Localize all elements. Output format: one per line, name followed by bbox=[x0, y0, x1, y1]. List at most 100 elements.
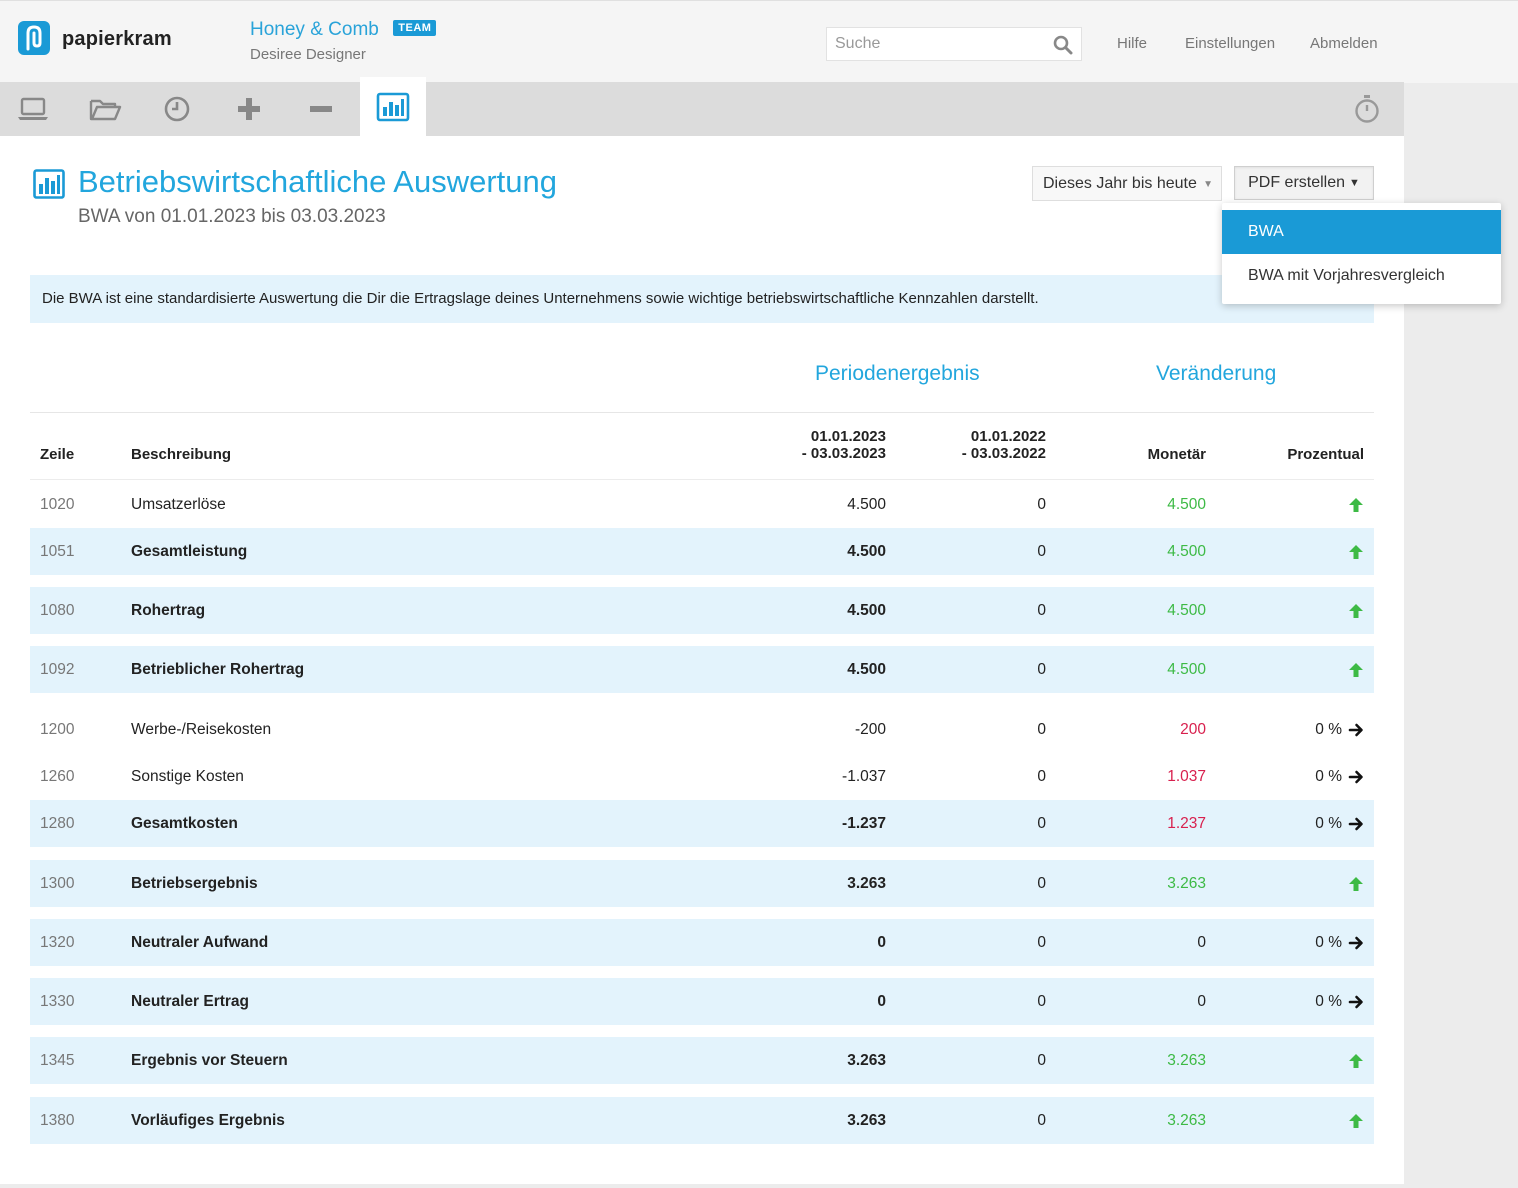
company-name[interactable]: Honey & Comb bbox=[250, 19, 379, 40]
laptop-icon bbox=[18, 97, 48, 120]
period-select[interactable]: Dieses Jahr bis heute ▼ bbox=[1032, 166, 1222, 201]
col-header-beschreibung: Beschreibung bbox=[131, 446, 232, 463]
row-percent-change bbox=[1342, 528, 1364, 575]
folder-icon bbox=[89, 99, 122, 121]
table-row: 1330 Neutraler Ertrag 0 0 0 0 % bbox=[30, 978, 1374, 1025]
row-description: Gesamtleistung bbox=[131, 543, 248, 560]
row-value-previous: 0 bbox=[1037, 934, 1046, 951]
row-value-current: 0 bbox=[877, 993, 886, 1010]
arrow-right-icon bbox=[1348, 723, 1363, 736]
row-zeile: 1051 bbox=[40, 543, 75, 560]
row-percent-change bbox=[1342, 587, 1364, 634]
chart-icon bbox=[376, 92, 410, 121]
dropdown-option-bwa[interactable]: BWA bbox=[1222, 210, 1501, 254]
paperclip-logo-icon bbox=[18, 21, 50, 55]
row-percent-change bbox=[1342, 1037, 1364, 1084]
col-header-period-previous: 01.01.2022 - 03.03.2022 bbox=[962, 428, 1046, 462]
row-percent: 0 % bbox=[1315, 815, 1342, 832]
row-value-current: 0 bbox=[877, 934, 886, 951]
row-value-previous: 0 bbox=[1037, 661, 1046, 678]
row-value-current: 4.500 bbox=[847, 496, 886, 513]
page-subtitle: BWA von 01.01.2023 bis 03.03.2023 bbox=[78, 206, 386, 227]
nav-income[interactable] bbox=[216, 82, 282, 136]
row-description: Gesamtkosten bbox=[131, 815, 238, 832]
company-info: Honey & Comb TEAM Desiree Designer bbox=[250, 19, 437, 63]
row-value-previous: 0 bbox=[1037, 1112, 1046, 1129]
pdf-dropdown-menu: BWA BWA mit Vorjahresvergleich bbox=[1222, 203, 1501, 304]
table-row: 1260 Sonstige Kosten -1.037 0 1.037 0 % bbox=[30, 753, 1374, 800]
col-header-period-current-start: 01.01.2023 bbox=[810, 428, 886, 445]
logo[interactable]: papierkram bbox=[16, 19, 172, 59]
row-description: Sonstige Kosten bbox=[131, 768, 244, 785]
row-description: Umsatzerlöse bbox=[131, 496, 226, 513]
table-row: 1345 Ergebnis vor Steuern 3.263 0 3.263 bbox=[30, 1037, 1374, 1084]
arrow-right-icon bbox=[1348, 995, 1363, 1008]
row-value-current: 4.500 bbox=[847, 543, 886, 560]
row-value-previous: 0 bbox=[1037, 602, 1046, 619]
caret-down-icon: ▼ bbox=[1349, 177, 1360, 189]
row-value-current: 3.263 bbox=[847, 1052, 886, 1069]
group-header-period: Periodenergebnis bbox=[815, 362, 980, 385]
settings-link[interactable]: Einstellungen bbox=[1185, 35, 1276, 52]
table-row: 1080 Rohertrag 4.500 0 4.500 bbox=[30, 587, 1374, 634]
row-value-change: 200 bbox=[1180, 721, 1206, 738]
row-value-current: -1.237 bbox=[842, 815, 886, 832]
arrow-up-icon bbox=[1349, 1113, 1363, 1128]
nav-dashboard[interactable] bbox=[0, 82, 66, 136]
col-header-period-current-end: - 03.03.2023 bbox=[801, 445, 886, 462]
row-zeile: 1380 bbox=[40, 1112, 75, 1129]
pdf-button-label: PDF erstellen bbox=[1248, 174, 1346, 191]
row-value-change: 0 bbox=[1197, 993, 1206, 1010]
row-percent: 0 % bbox=[1315, 721, 1342, 738]
row-description: Ergebnis vor Steuern bbox=[131, 1052, 288, 1069]
nav-reports[interactable] bbox=[360, 77, 426, 136]
select-caret-icon: ▼ bbox=[1203, 179, 1213, 190]
info-box: Die BWA ist eine standardisierte Auswert… bbox=[30, 275, 1374, 323]
pdf-create-button[interactable]: PDF erstellen ▼ bbox=[1234, 166, 1374, 200]
row-percent-change: 0 % bbox=[1315, 753, 1364, 800]
row-value-previous: 0 bbox=[1037, 993, 1046, 1010]
row-value-previous: 0 bbox=[1037, 721, 1046, 738]
dropdown-option-bwa-vorjahr[interactable]: BWA mit Vorjahresvergleich bbox=[1248, 267, 1445, 284]
row-zeile: 1092 bbox=[40, 661, 75, 678]
header-divider bbox=[30, 479, 1374, 480]
arrow-up-icon bbox=[1349, 662, 1363, 677]
row-value-previous: 0 bbox=[1037, 543, 1046, 560]
nav-time[interactable] bbox=[144, 82, 210, 136]
row-description: Betriebsergebnis bbox=[131, 875, 258, 892]
search-icon[interactable] bbox=[1053, 35, 1073, 55]
row-value-change: 4.500 bbox=[1167, 661, 1206, 678]
page-title: Betriebswirtschaftliche Auswertung bbox=[78, 164, 558, 199]
stopwatch-icon bbox=[1355, 95, 1379, 123]
row-description: Neutraler Ertrag bbox=[131, 993, 250, 1010]
arrow-up-icon bbox=[1349, 603, 1363, 618]
top-bar: papierkram Honey & Comb TEAM Desiree Des… bbox=[0, 0, 1518, 83]
group-header-change: Veränderung bbox=[1156, 362, 1277, 385]
row-percent: 0 % bbox=[1315, 768, 1342, 785]
main-nav bbox=[0, 77, 1404, 136]
report-chart-icon bbox=[33, 169, 65, 199]
divider bbox=[30, 412, 1374, 413]
period-select-value: Dieses Jahr bis heute bbox=[1043, 175, 1197, 192]
row-zeile: 1300 bbox=[40, 875, 75, 892]
row-percent: 0 % bbox=[1315, 993, 1342, 1010]
logout-link[interactable]: Abmelden bbox=[1310, 35, 1378, 52]
nav-projects[interactable] bbox=[72, 82, 138, 136]
row-description: Neutraler Aufwand bbox=[131, 934, 269, 951]
nav-expenses[interactable] bbox=[288, 82, 354, 136]
row-percent-change: 0 % bbox=[1315, 800, 1364, 847]
row-value-current: 4.500 bbox=[847, 661, 886, 678]
table-row: 1200 Werbe-/Reisekosten -200 0 200 0 % bbox=[30, 706, 1374, 753]
row-value-change: 3.263 bbox=[1167, 1052, 1206, 1069]
row-description: Rohertrag bbox=[131, 602, 206, 619]
table-row: 1092 Betrieblicher Rohertrag 4.500 0 4.500 bbox=[30, 646, 1374, 693]
row-zeile: 1200 bbox=[40, 721, 75, 738]
row-percent-change: 0 % bbox=[1315, 706, 1364, 753]
help-link[interactable]: Hilfe bbox=[1117, 35, 1148, 52]
row-value-previous: 0 bbox=[1037, 815, 1046, 832]
col-header-period-previous-start: 01.01.2022 bbox=[970, 428, 1046, 445]
row-value-current: 3.263 bbox=[847, 875, 886, 892]
nav-timer[interactable] bbox=[1334, 82, 1400, 136]
search-input[interactable] bbox=[827, 28, 1053, 60]
main-content: Betriebswirtschaftliche Auswertung BWA v… bbox=[0, 136, 1404, 1184]
